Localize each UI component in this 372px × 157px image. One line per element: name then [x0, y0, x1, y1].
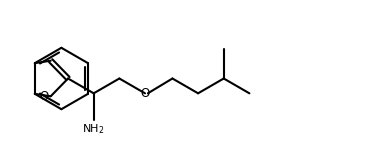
Text: NH$_2$: NH$_2$	[83, 122, 105, 136]
Text: O: O	[140, 87, 150, 100]
Text: O: O	[39, 90, 49, 103]
